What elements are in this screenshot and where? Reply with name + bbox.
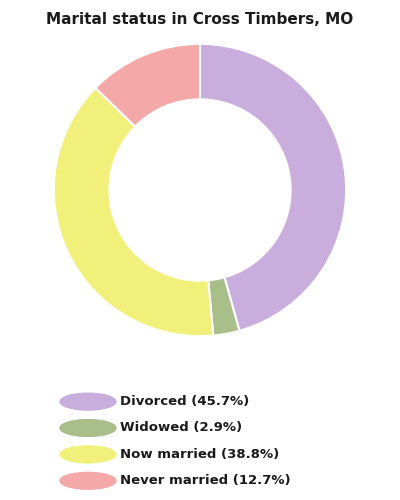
Circle shape [60, 393, 116, 410]
Circle shape [60, 420, 116, 436]
Text: Now married (38.8%): Now married (38.8%) [120, 448, 279, 461]
Wedge shape [96, 44, 200, 126]
Wedge shape [200, 44, 346, 331]
Text: Never married (12.7%): Never married (12.7%) [120, 474, 291, 488]
Wedge shape [208, 278, 240, 336]
Circle shape [60, 472, 116, 489]
Wedge shape [54, 88, 213, 336]
Text: Marital status in Cross Timbers, MO: Marital status in Cross Timbers, MO [46, 12, 354, 28]
Text: Divorced (45.7%): Divorced (45.7%) [120, 395, 249, 408]
Text: Widowed (2.9%): Widowed (2.9%) [120, 422, 242, 434]
Circle shape [60, 446, 116, 463]
